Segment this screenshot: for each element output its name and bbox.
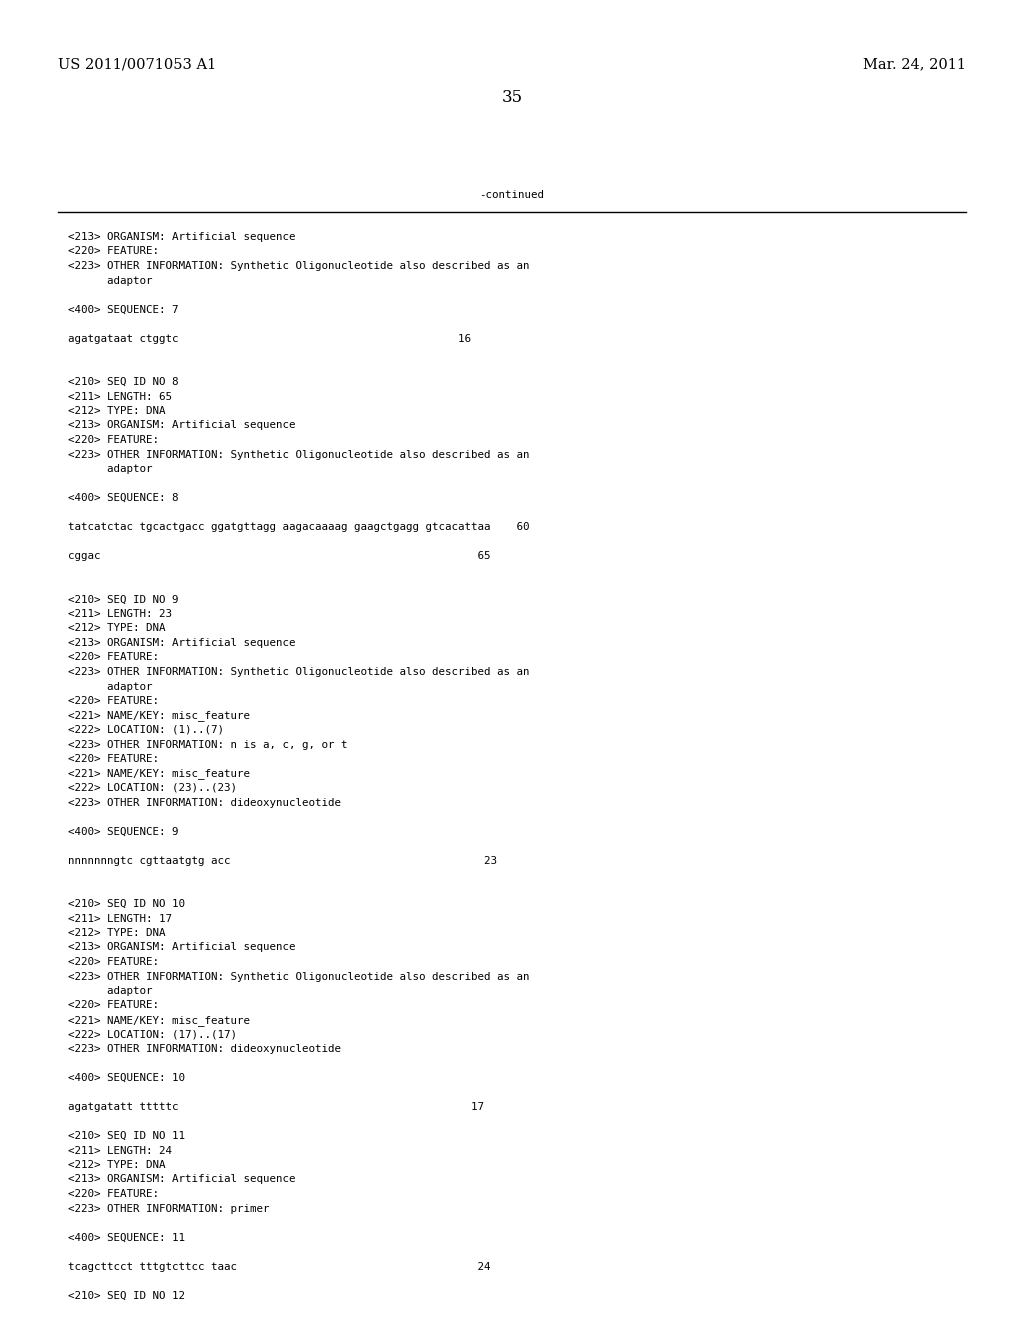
Text: <213> ORGANISM: Artificial sequence: <213> ORGANISM: Artificial sequence [68, 942, 296, 953]
Text: <213> ORGANISM: Artificial sequence: <213> ORGANISM: Artificial sequence [68, 1175, 296, 1184]
Text: <220> FEATURE:: <220> FEATURE: [68, 754, 159, 764]
Text: <400> SEQUENCE: 9: <400> SEQUENCE: 9 [68, 826, 178, 837]
Text: <212> TYPE: DNA: <212> TYPE: DNA [68, 928, 166, 939]
Text: <220> FEATURE:: <220> FEATURE: [68, 957, 159, 968]
Text: nnnnnnngtc cgttaatgtg acc                                       23: nnnnnnngtc cgttaatgtg acc 23 [68, 855, 497, 866]
Text: tcagcttcct tttgtcttcc taac                                     24: tcagcttcct tttgtcttcc taac 24 [68, 1262, 490, 1271]
Text: adaptor: adaptor [68, 465, 153, 474]
Text: <222> LOCATION: (23)..(23): <222> LOCATION: (23)..(23) [68, 783, 237, 793]
Text: adaptor: adaptor [68, 681, 153, 692]
Text: Mar. 24, 2011: Mar. 24, 2011 [863, 57, 966, 71]
Text: agatgataat ctggtc                                           16: agatgataat ctggtc 16 [68, 334, 471, 343]
Text: <222> LOCATION: (1)..(7): <222> LOCATION: (1)..(7) [68, 725, 224, 735]
Text: <223> OTHER INFORMATION: Synthetic Oligonucleotide also described as an: <223> OTHER INFORMATION: Synthetic Oligo… [68, 261, 529, 271]
Text: <220> FEATURE:: <220> FEATURE: [68, 247, 159, 256]
Text: <210> SEQ ID NO 11: <210> SEQ ID NO 11 [68, 1131, 185, 1140]
Text: <223> OTHER INFORMATION: n is a, c, g, or t: <223> OTHER INFORMATION: n is a, c, g, o… [68, 739, 347, 750]
Text: <223> OTHER INFORMATION: dideoxynucleotide: <223> OTHER INFORMATION: dideoxynucleoti… [68, 1044, 341, 1053]
Text: <211> LENGTH: 24: <211> LENGTH: 24 [68, 1146, 172, 1155]
Text: cggac                                                          65: cggac 65 [68, 550, 490, 561]
Text: <213> ORGANISM: Artificial sequence: <213> ORGANISM: Artificial sequence [68, 232, 296, 242]
Text: <220> FEATURE:: <220> FEATURE: [68, 436, 159, 445]
Text: <221> NAME/KEY: misc_feature: <221> NAME/KEY: misc_feature [68, 1015, 250, 1026]
Text: <400> SEQUENCE: 7: <400> SEQUENCE: 7 [68, 305, 178, 314]
Text: <212> TYPE: DNA: <212> TYPE: DNA [68, 407, 166, 416]
Text: <223> OTHER INFORMATION: Synthetic Oligonucleotide also described as an: <223> OTHER INFORMATION: Synthetic Oligo… [68, 667, 529, 677]
Text: -continued: -continued [479, 190, 545, 201]
Text: <221> NAME/KEY: misc_feature: <221> NAME/KEY: misc_feature [68, 768, 250, 779]
Text: <223> OTHER INFORMATION: Synthetic Oligonucleotide also described as an: <223> OTHER INFORMATION: Synthetic Oligo… [68, 972, 529, 982]
Text: <210> SEQ ID NO 9: <210> SEQ ID NO 9 [68, 594, 178, 605]
Text: <400> SEQUENCE: 10: <400> SEQUENCE: 10 [68, 1073, 185, 1082]
Text: agatgatatt tttttc                                             17: agatgatatt tttttc 17 [68, 1102, 484, 1111]
Text: <211> LENGTH: 17: <211> LENGTH: 17 [68, 913, 172, 924]
Text: <220> FEATURE:: <220> FEATURE: [68, 652, 159, 663]
Text: <221> NAME/KEY: misc_feature: <221> NAME/KEY: misc_feature [68, 710, 250, 722]
Text: <222> LOCATION: (17)..(17): <222> LOCATION: (17)..(17) [68, 1030, 237, 1040]
Text: <211> LENGTH: 23: <211> LENGTH: 23 [68, 609, 172, 619]
Text: <220> FEATURE:: <220> FEATURE: [68, 1189, 159, 1199]
Text: <223> OTHER INFORMATION: primer: <223> OTHER INFORMATION: primer [68, 1204, 269, 1213]
Text: US 2011/0071053 A1: US 2011/0071053 A1 [58, 57, 216, 71]
Text: <400> SEQUENCE: 11: <400> SEQUENCE: 11 [68, 1233, 185, 1242]
Text: <212> TYPE: DNA: <212> TYPE: DNA [68, 1160, 166, 1170]
Text: <220> FEATURE:: <220> FEATURE: [68, 696, 159, 706]
Text: <210> SEQ ID NO 8: <210> SEQ ID NO 8 [68, 378, 178, 387]
Text: <210> SEQ ID NO 10: <210> SEQ ID NO 10 [68, 899, 185, 909]
Text: <220> FEATURE:: <220> FEATURE: [68, 1001, 159, 1011]
Text: <212> TYPE: DNA: <212> TYPE: DNA [68, 623, 166, 634]
Text: <223> OTHER INFORMATION: Synthetic Oligonucleotide also described as an: <223> OTHER INFORMATION: Synthetic Oligo… [68, 450, 529, 459]
Text: <210> SEQ ID NO 12: <210> SEQ ID NO 12 [68, 1291, 185, 1300]
Text: tatcatctac tgcactgacc ggatgttagg aagacaaaag gaagctgagg gtcacattaa    60: tatcatctac tgcactgacc ggatgttagg aagacaa… [68, 521, 529, 532]
Text: <213> ORGANISM: Artificial sequence: <213> ORGANISM: Artificial sequence [68, 638, 296, 648]
Text: <223> OTHER INFORMATION: dideoxynucleotide: <223> OTHER INFORMATION: dideoxynucleoti… [68, 797, 341, 808]
Text: <213> ORGANISM: Artificial sequence: <213> ORGANISM: Artificial sequence [68, 421, 296, 430]
Text: adaptor: adaptor [68, 276, 153, 285]
Text: 35: 35 [502, 88, 522, 106]
Text: adaptor: adaptor [68, 986, 153, 997]
Text: <211> LENGTH: 65: <211> LENGTH: 65 [68, 392, 172, 401]
Text: <400> SEQUENCE: 8: <400> SEQUENCE: 8 [68, 492, 178, 503]
